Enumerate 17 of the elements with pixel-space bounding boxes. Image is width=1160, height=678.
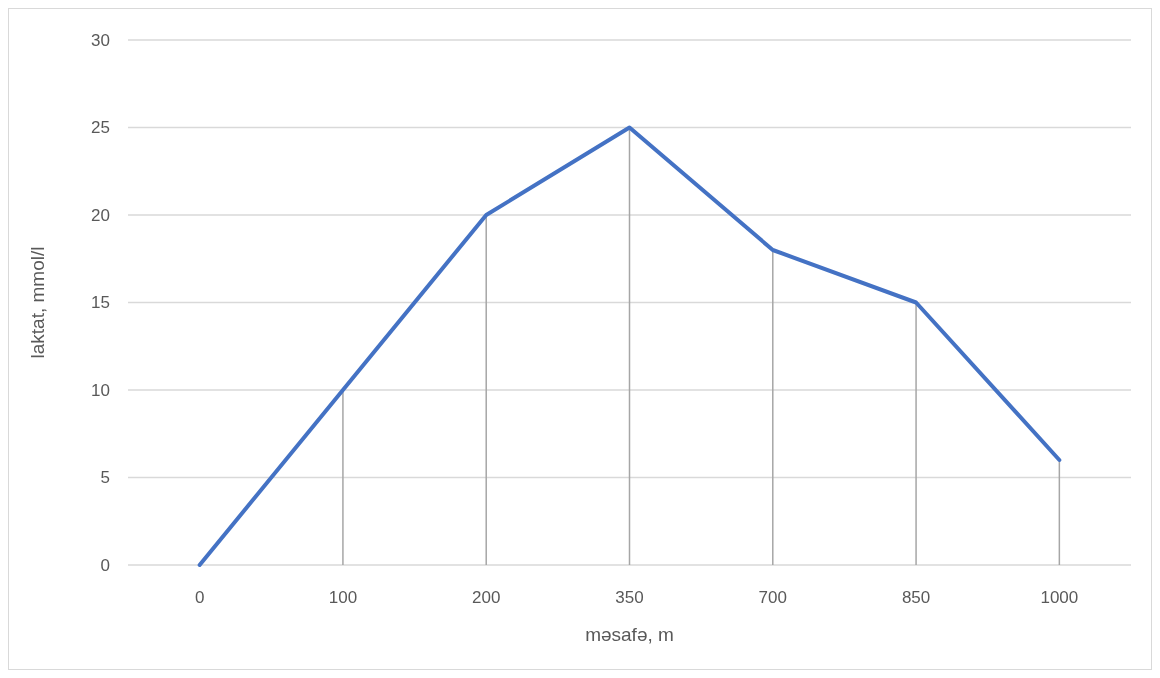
line-series <box>197 125 1062 567</box>
y-tick-label: 30 <box>91 30 110 50</box>
x-tick-label: 1000 <box>1040 588 1079 607</box>
x-tick-label: 850 <box>901 588 931 607</box>
y-tick-label: 15 <box>91 293 110 313</box>
x-tick-label: 700 <box>758 588 787 607</box>
y-tick-label: 0 <box>100 555 110 575</box>
y-tick-label: 20 <box>91 205 110 225</box>
y-axis-title: laktat, mmol/l <box>27 246 48 359</box>
x-tick-label: 350 <box>615 588 644 607</box>
x-axis-title: məsafə, m <box>585 624 674 645</box>
y-tick-label: 10 <box>91 380 110 400</box>
x-tick-label: 0 <box>194 588 205 607</box>
y-tick-label: 25 <box>91 118 110 138</box>
x-tick-label: 100 <box>328 588 358 607</box>
y-tick-label: 5 <box>100 468 110 488</box>
x-tick-label: 200 <box>472 588 501 607</box>
